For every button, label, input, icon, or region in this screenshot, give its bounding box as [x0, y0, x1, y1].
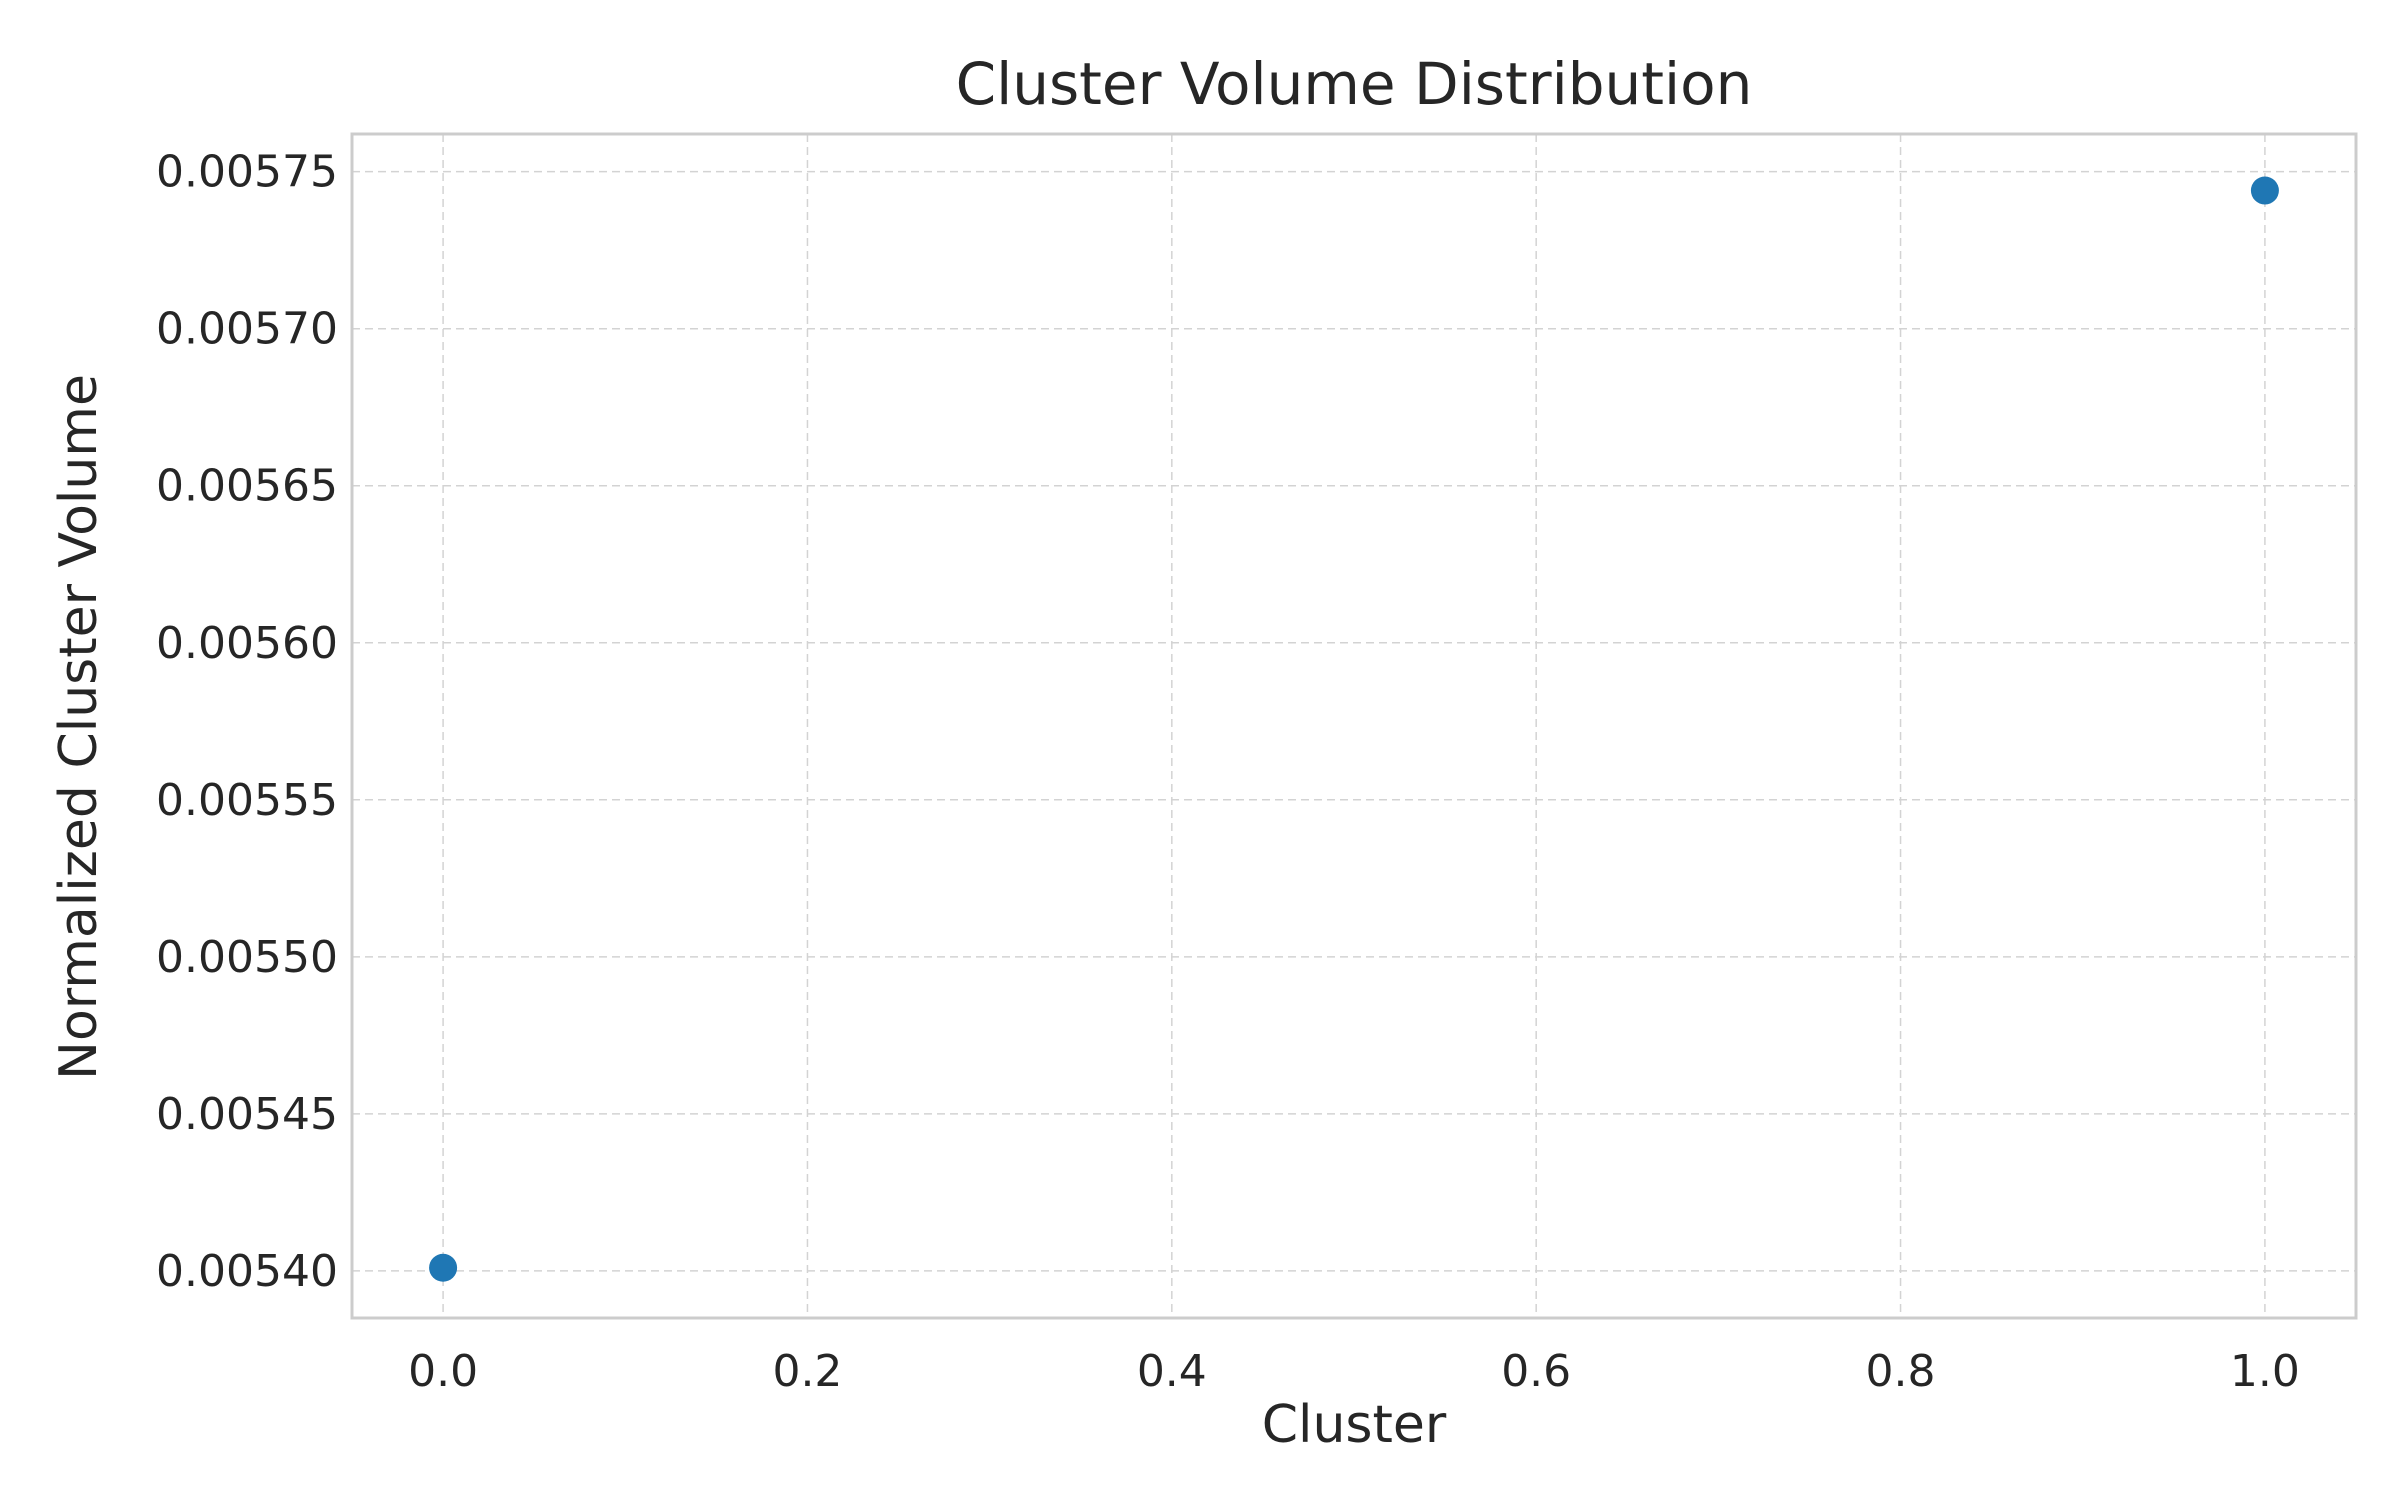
y-tick-label: 0.00555 — [156, 775, 338, 826]
y-tick-label: 0.00570 — [156, 304, 338, 355]
y-axis-label: Normalized Cluster Volume — [49, 374, 109, 1080]
scatter-point — [2250, 176, 2279, 205]
y-tick-label: 0.00560 — [156, 618, 338, 669]
y-tick-labels: 0.00540 0.00545 0.00550 0.00555 0.00560 0.005… — [156, 147, 338, 1297]
x-tick-labels: 0.0 0.2 0.4 0.6 0.8 1.0 — [408, 1346, 2300, 1397]
x-tick-label: 0.4 — [1137, 1346, 1207, 1397]
x-tick-label: 0.2 — [772, 1346, 842, 1397]
y-tick-label: 0.00545 — [156, 1089, 338, 1140]
x-axis-label: Cluster — [1262, 1395, 1447, 1455]
x-tick-label: 0.8 — [1866, 1346, 1936, 1397]
x-tick-label: 0.0 — [408, 1346, 478, 1397]
plot-frame — [350, 132, 2358, 1320]
y-tick-label: 0.00540 — [156, 1246, 338, 1297]
scatter-point — [429, 1253, 458, 1282]
x-grid — [442, 134, 2266, 1318]
y-tick-label: 0.00575 — [156, 147, 338, 198]
chart-title: Cluster Volume Distribution — [956, 50, 1753, 118]
y-tick-label: 0.00550 — [156, 932, 338, 983]
y-grid — [352, 170, 2356, 1272]
scatter-points — [429, 176, 2279, 1282]
x-tick-label: 0.6 — [1501, 1346, 1571, 1397]
y-tick-label: 0.00565 — [156, 461, 338, 512]
x-tick-label: 1.0 — [2230, 1346, 2300, 1397]
